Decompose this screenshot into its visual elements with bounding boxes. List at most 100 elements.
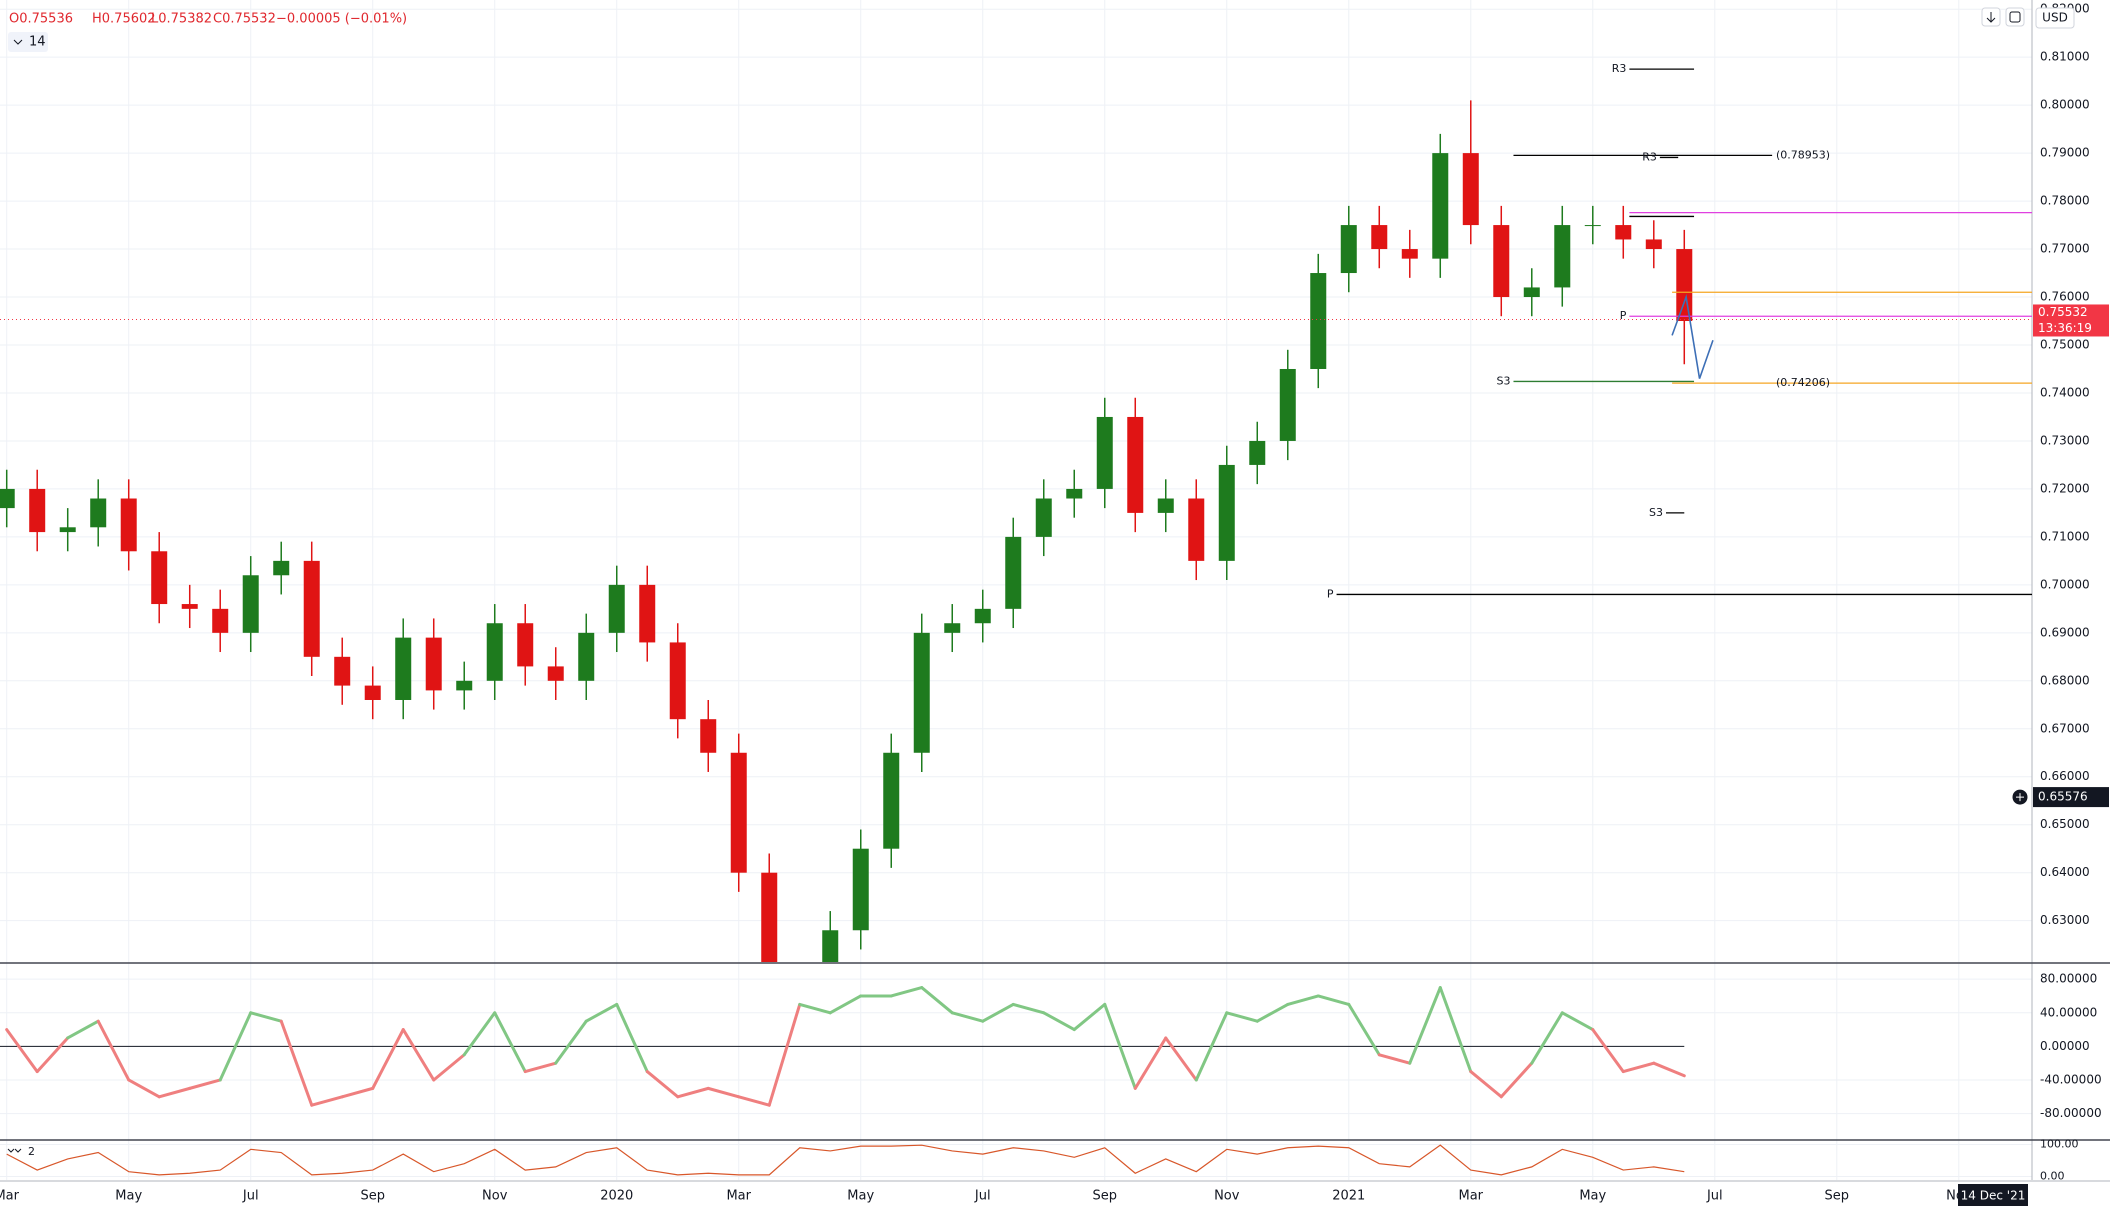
- candle-body: [1066, 488, 1083, 499]
- candle-body: [90, 498, 107, 528]
- y-tick-label: 0.76000: [2040, 290, 2090, 304]
- pivot-name: R3: [1642, 150, 1657, 163]
- candle-body: [608, 584, 625, 633]
- x-tick-label: Sep: [1825, 1189, 1850, 1204]
- y-tick-label: 0.69000: [2040, 625, 2090, 639]
- x-tick-label: May: [847, 1189, 874, 1204]
- y-tick-label: 80.00000: [2040, 972, 2097, 986]
- candle-body: [486, 623, 503, 681]
- last-price-box: [2033, 304, 2109, 337]
- currency: USD: [2042, 11, 2068, 25]
- candle-body: [1249, 440, 1266, 465]
- price-panel: [0, 100, 1693, 962]
- candle-body: [852, 848, 869, 931]
- candle-body: [1218, 464, 1235, 561]
- oscillator-segment: [96, 1019, 131, 1082]
- candle-body: [456, 680, 473, 691]
- y-tick-label: 0.00: [2040, 1169, 2065, 1182]
- candle-body: [1340, 225, 1357, 274]
- candle-body: [700, 719, 717, 753]
- oscillator-segment: [432, 1053, 466, 1082]
- overlay: R3 (0.78953) R3 P S3 (0.74206) S3 P 0.75532 13:36…: [0, 62, 2109, 1206]
- candle-body: [974, 608, 991, 624]
- x-tick-label: Sep: [1093, 1189, 1118, 1204]
- candle-body: [1554, 225, 1571, 288]
- x-tick-label: Jul: [242, 1189, 259, 1204]
- pivot-name: P: [1620, 309, 1627, 322]
- candle-body: [1005, 536, 1022, 609]
- y-tick-label: 0.68000: [2040, 673, 2090, 687]
- candle-body: [883, 752, 900, 849]
- pivot-name: P: [1327, 587, 1334, 600]
- candle-body: [578, 632, 595, 681]
- grid: [0, 0, 2032, 1180]
- candle-body: [151, 551, 168, 605]
- y-tick-label: -80.00000: [2040, 1106, 2102, 1120]
- oscillator-segment: [5, 1028, 39, 1074]
- candle-body: [1615, 225, 1632, 240]
- oscillator-segment: [493, 1011, 527, 1074]
- oscillator-segment: [218, 1011, 253, 1082]
- oscillator-segment: [1103, 1002, 1137, 1090]
- oscillator-segment: [645, 1070, 680, 1099]
- ohlc-close: C0.75532: [213, 12, 276, 27]
- candle-body: [1279, 368, 1296, 441]
- y-tick-label: 0.72000: [2040, 481, 2090, 495]
- indicator-line: [6, 1144, 1685, 1176]
- candle-body: [822, 930, 839, 962]
- oscillator-segment: [798, 1002, 832, 1015]
- oscillator-segment: [1560, 1011, 1595, 1032]
- oscillator-segment: [767, 1002, 802, 1107]
- y-tick-label: 0.70000: [2040, 577, 2090, 591]
- crosshair-box: [2033, 787, 2109, 808]
- y-tick-label: 0.65000: [2040, 817, 2090, 831]
- y-tick-label: 100.00: [2040, 1138, 2079, 1151]
- candle-body: [1584, 225, 1601, 227]
- candle-body: [1127, 416, 1144, 513]
- x-tick-label: Jul: [1706, 1189, 1723, 1204]
- reset-button[interactable]: [2005, 7, 2025, 27]
- candle-body: [1096, 416, 1113, 489]
- oscillator-segment: [1042, 1011, 1076, 1032]
- x-tick-label: Nov: [482, 1189, 508, 1204]
- x-tick-label: Mar: [0, 1189, 20, 1204]
- oscillator-segment: [889, 986, 924, 998]
- oscillator-segment: [157, 1086, 192, 1099]
- ohlc-low: L0.75382: [151, 12, 212, 27]
- candle-body: [395, 637, 412, 700]
- candle-body: [547, 666, 564, 681]
- candle-body: [1432, 153, 1449, 259]
- countdown: 13:36:19: [2038, 321, 2092, 335]
- oscillator-segment: [1194, 1011, 1229, 1082]
- y-tick-label: 0.64000: [2040, 865, 2090, 879]
- oscillator-segment: [1011, 1002, 1046, 1015]
- ohlc-high: H0.75602: [92, 12, 156, 27]
- oscillator-segment: [1530, 1011, 1564, 1065]
- currency-button[interactable]: [2035, 7, 2075, 29]
- candle-body: [273, 560, 290, 576]
- y-tick-label: 0.80000: [2040, 98, 2090, 112]
- y-tick-label: 0.73000: [2040, 433, 2090, 447]
- cursor-date-box: [1958, 1184, 2028, 1206]
- oscillator-segment: [981, 1002, 1015, 1023]
- candle-body: [1371, 225, 1388, 250]
- oscillator-segment: [920, 986, 954, 1015]
- candle-body: [1462, 153, 1479, 226]
- oscillator-segment: [1316, 994, 1351, 1006]
- y-tick-label: 0.79000: [2040, 146, 2090, 160]
- crosshair-label: 0.65576: [2038, 790, 2088, 804]
- y-tick-label: 0.71000: [2040, 529, 2090, 543]
- indicator-toggle[interactable]: [8, 32, 48, 52]
- candle-body: [29, 488, 46, 533]
- x-tick-label: Mar: [1459, 1189, 1484, 1204]
- candle-body: [1645, 239, 1662, 250]
- oscillator-segment: [706, 1086, 741, 1099]
- oscillator-segment: [1286, 994, 1320, 1006]
- oscillator-segment: [554, 1019, 588, 1065]
- pivot-name: S3: [1496, 374, 1510, 387]
- candle-body: [1310, 273, 1327, 369]
- candle-body: [1523, 287, 1540, 298]
